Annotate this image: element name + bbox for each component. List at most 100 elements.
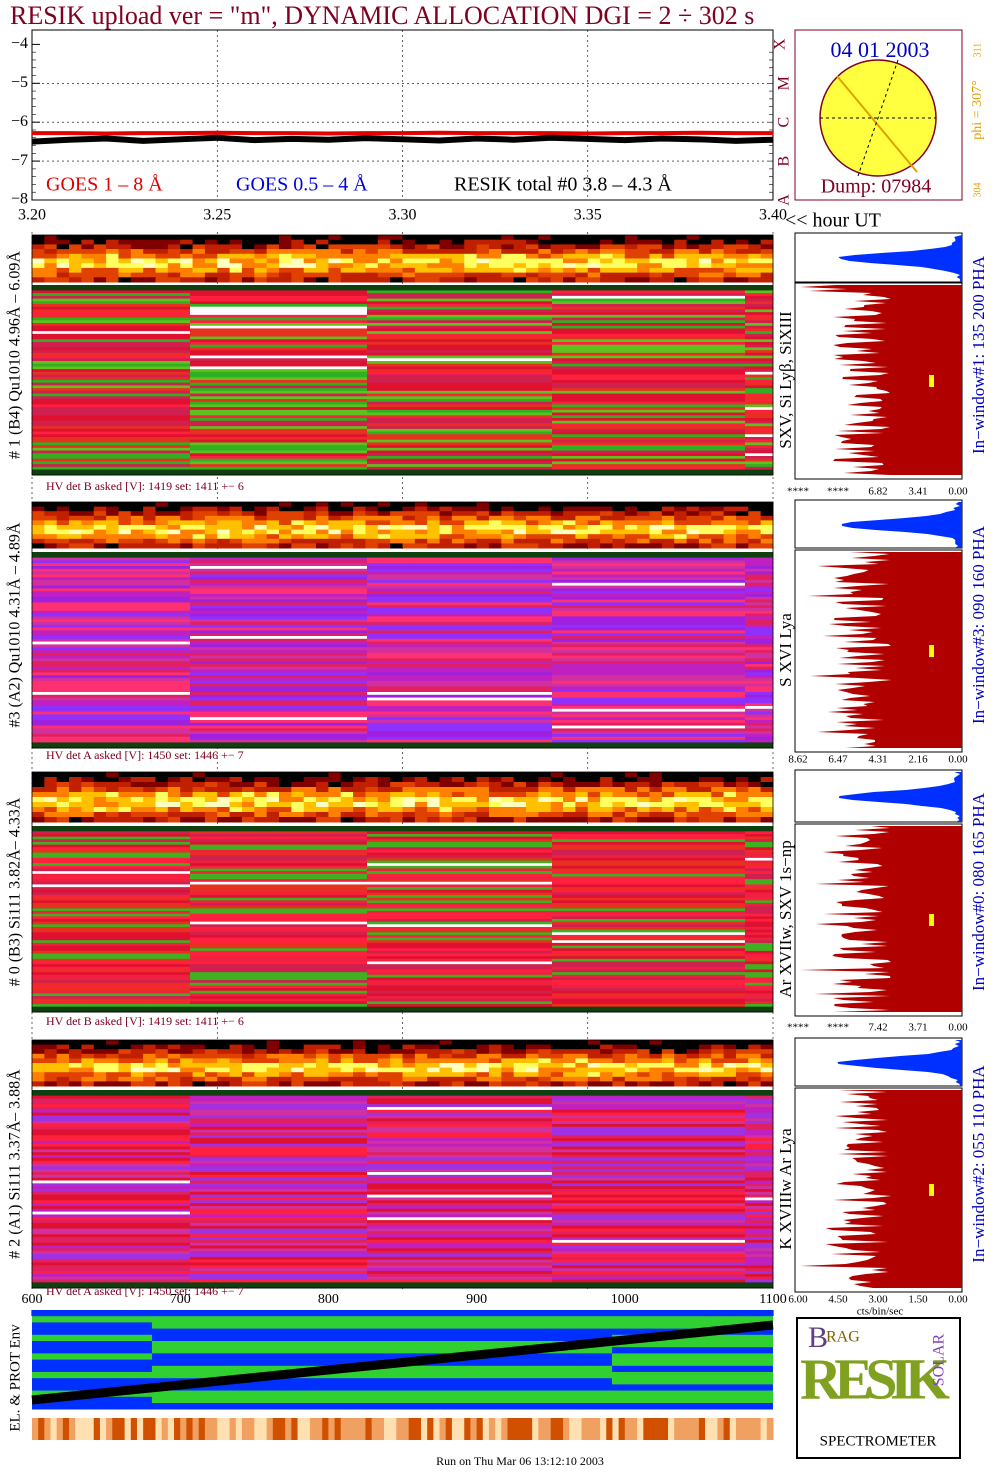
map-row [32,884,190,888]
strip-cell [143,812,156,818]
map-row [552,1140,745,1145]
strip-cell [279,543,292,549]
strip-cell [637,515,650,521]
strip-cell [279,534,292,540]
map-row [367,694,552,699]
map-row [745,836,773,840]
strip-cell [600,1044,613,1050]
strip-cell [340,235,354,241]
map-row [190,650,367,654]
strip-cell [698,782,712,788]
map-row [552,644,745,648]
strip-cell [600,787,613,793]
map-row [552,911,745,915]
strip-cell [291,787,305,793]
env-strip [575,1418,583,1440]
strip-cell [513,1040,527,1046]
map-row [745,585,773,589]
strip-cell [192,1049,206,1055]
map-row [32,1225,190,1230]
map-row [190,566,367,570]
strip-cell [106,777,119,783]
strip-cell [501,772,515,778]
map-row [745,1273,773,1278]
strip-cell [390,802,403,808]
strip-cell [106,529,119,535]
map-row [367,344,552,348]
map-row [32,437,190,441]
strip-cell [501,1058,515,1064]
map-row [745,725,773,729]
strip-cell [501,1053,515,1059]
hist-scale: 0.00 [948,486,968,498]
map-row [32,1180,190,1184]
map-row [367,1259,552,1264]
strip-cell [748,529,762,535]
strip-cell [32,263,45,269]
strip-cell [143,502,156,508]
strip-cell [600,1058,613,1064]
strip-cell [303,511,317,517]
map-row [190,1001,367,1005]
strip-cell [316,772,329,778]
strip-cell [538,1040,552,1046]
map-row [745,636,773,640]
strip-cell [686,772,700,778]
strip-cell [118,235,132,241]
map-row [190,366,367,370]
strip-cell [661,506,675,512]
strip-cell [340,812,354,818]
strip-cell [488,263,502,269]
strip-cell [661,263,675,269]
map-row [367,423,552,427]
strip-cell [44,543,58,549]
map-row [745,722,773,727]
strip-cell [192,1044,206,1050]
strip-cell [513,1044,527,1050]
map-row [367,1276,552,1281]
map-row [552,945,745,949]
strip-cell [93,792,107,798]
strip-cell [686,253,700,259]
map-row [745,596,773,601]
map-row [367,431,552,435]
map-row [32,644,190,648]
strip-cell [674,534,688,540]
strip-cell [760,817,774,823]
strip-cell [390,817,403,823]
strip-cell [587,1053,601,1059]
strip-cell [44,520,58,526]
env-strip [272,1418,280,1440]
map-row [552,323,745,327]
strip-cell [106,1040,119,1046]
strip-cell [130,1063,144,1069]
map-row [552,700,745,704]
env-strip [371,1418,379,1440]
strip-cell [723,807,737,813]
map-row [190,680,367,685]
strip-cell [93,520,107,526]
map-row [552,953,745,957]
strip-cell [575,787,589,793]
strip-cell [760,1058,774,1064]
map-row [367,879,552,883]
strip-cell [587,812,601,818]
env-strip [513,1418,521,1440]
strip-cell [476,538,490,544]
strip-cell [254,807,268,813]
strip-cell [93,1081,107,1087]
map-row [367,613,552,617]
strip-cell [661,244,675,250]
strip-cell [291,235,305,241]
strip-cell [69,1081,82,1087]
strip-cell [328,1072,342,1078]
map-row [367,990,552,994]
strip-cell [192,1053,206,1059]
map-row [190,458,367,462]
strip-cell [723,235,737,241]
strip-cell [377,1040,391,1046]
strip-cell [316,1076,329,1082]
map-row [367,1101,552,1105]
strip-cell [217,782,231,788]
map-row [367,996,552,1000]
